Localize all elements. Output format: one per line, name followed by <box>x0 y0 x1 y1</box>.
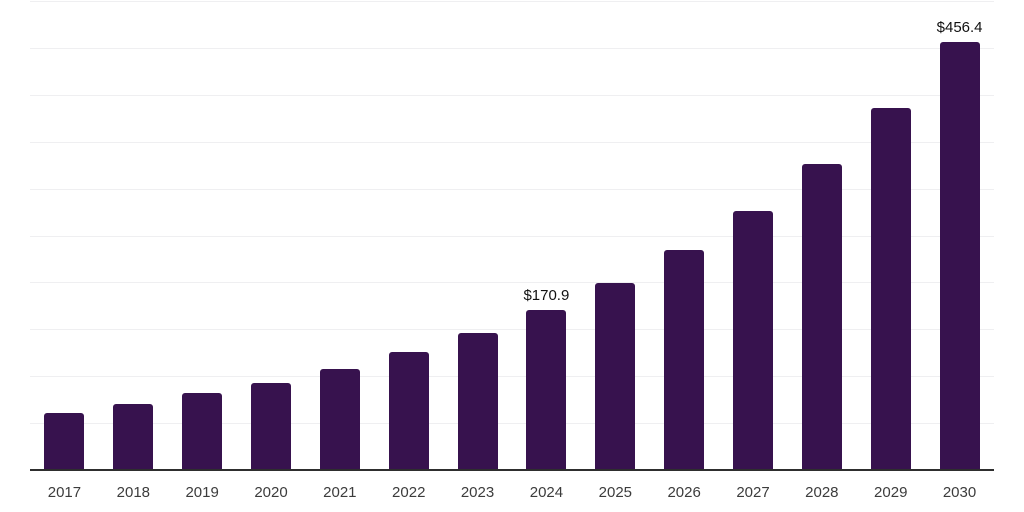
bar-2028 <box>801 164 842 470</box>
bar-2020 <box>251 383 291 470</box>
bar-2017 <box>44 412 85 470</box>
x-tick-label-2028: 2028 <box>805 484 839 501</box>
bar-2022 <box>388 352 429 470</box>
bar-2024 <box>526 309 567 470</box>
gridline-250 <box>30 235 994 237</box>
bar-2027 <box>733 210 773 470</box>
x-tick-label-2022: 2022 <box>392 484 426 501</box>
bar-2018 <box>113 403 154 470</box>
gridline-400 <box>30 94 994 96</box>
x-tick-label-2021: 2021 <box>323 484 357 501</box>
x-tick-label-2020: 2020 <box>254 484 288 501</box>
bar-2019 <box>182 393 223 470</box>
x-tick-label-2030: 2030 <box>942 484 977 501</box>
gridline-300 <box>30 188 994 190</box>
gridline-200 <box>30 282 994 284</box>
x-tick-label-2018: 2018 <box>116 484 151 501</box>
x-tick-label-2019: 2019 <box>185 484 219 501</box>
bar-2026 <box>664 250 705 470</box>
gridline-450 <box>30 47 994 49</box>
bar-2029 <box>870 108 911 470</box>
gridline-50 <box>30 423 994 425</box>
x-tick-label-2027: 2027 <box>736 484 770 501</box>
x-tick-label-2026: 2026 <box>667 484 701 501</box>
x-axis-line <box>30 469 994 471</box>
x-tick-label-2029: 2029 <box>874 484 908 501</box>
gridline-500 <box>30 1 994 2</box>
bar-2023 <box>457 332 498 470</box>
data-label-2024: $170.9 <box>523 286 570 304</box>
x-tick-label-2017: 2017 <box>47 484 82 501</box>
x-tick-label-2023: 2023 <box>460 484 495 501</box>
bar-2021 <box>319 369 360 470</box>
bar-2025 <box>595 282 636 470</box>
x-tick-label-2025: 2025 <box>598 484 633 501</box>
data-label-2030: $456.4 <box>936 18 983 36</box>
gridline-150 <box>30 329 994 331</box>
gridline-350 <box>30 141 994 143</box>
gridline-100 <box>30 376 994 378</box>
bar-2030 <box>939 41 980 470</box>
x-tick-label-2024: 2024 <box>529 484 564 501</box>
